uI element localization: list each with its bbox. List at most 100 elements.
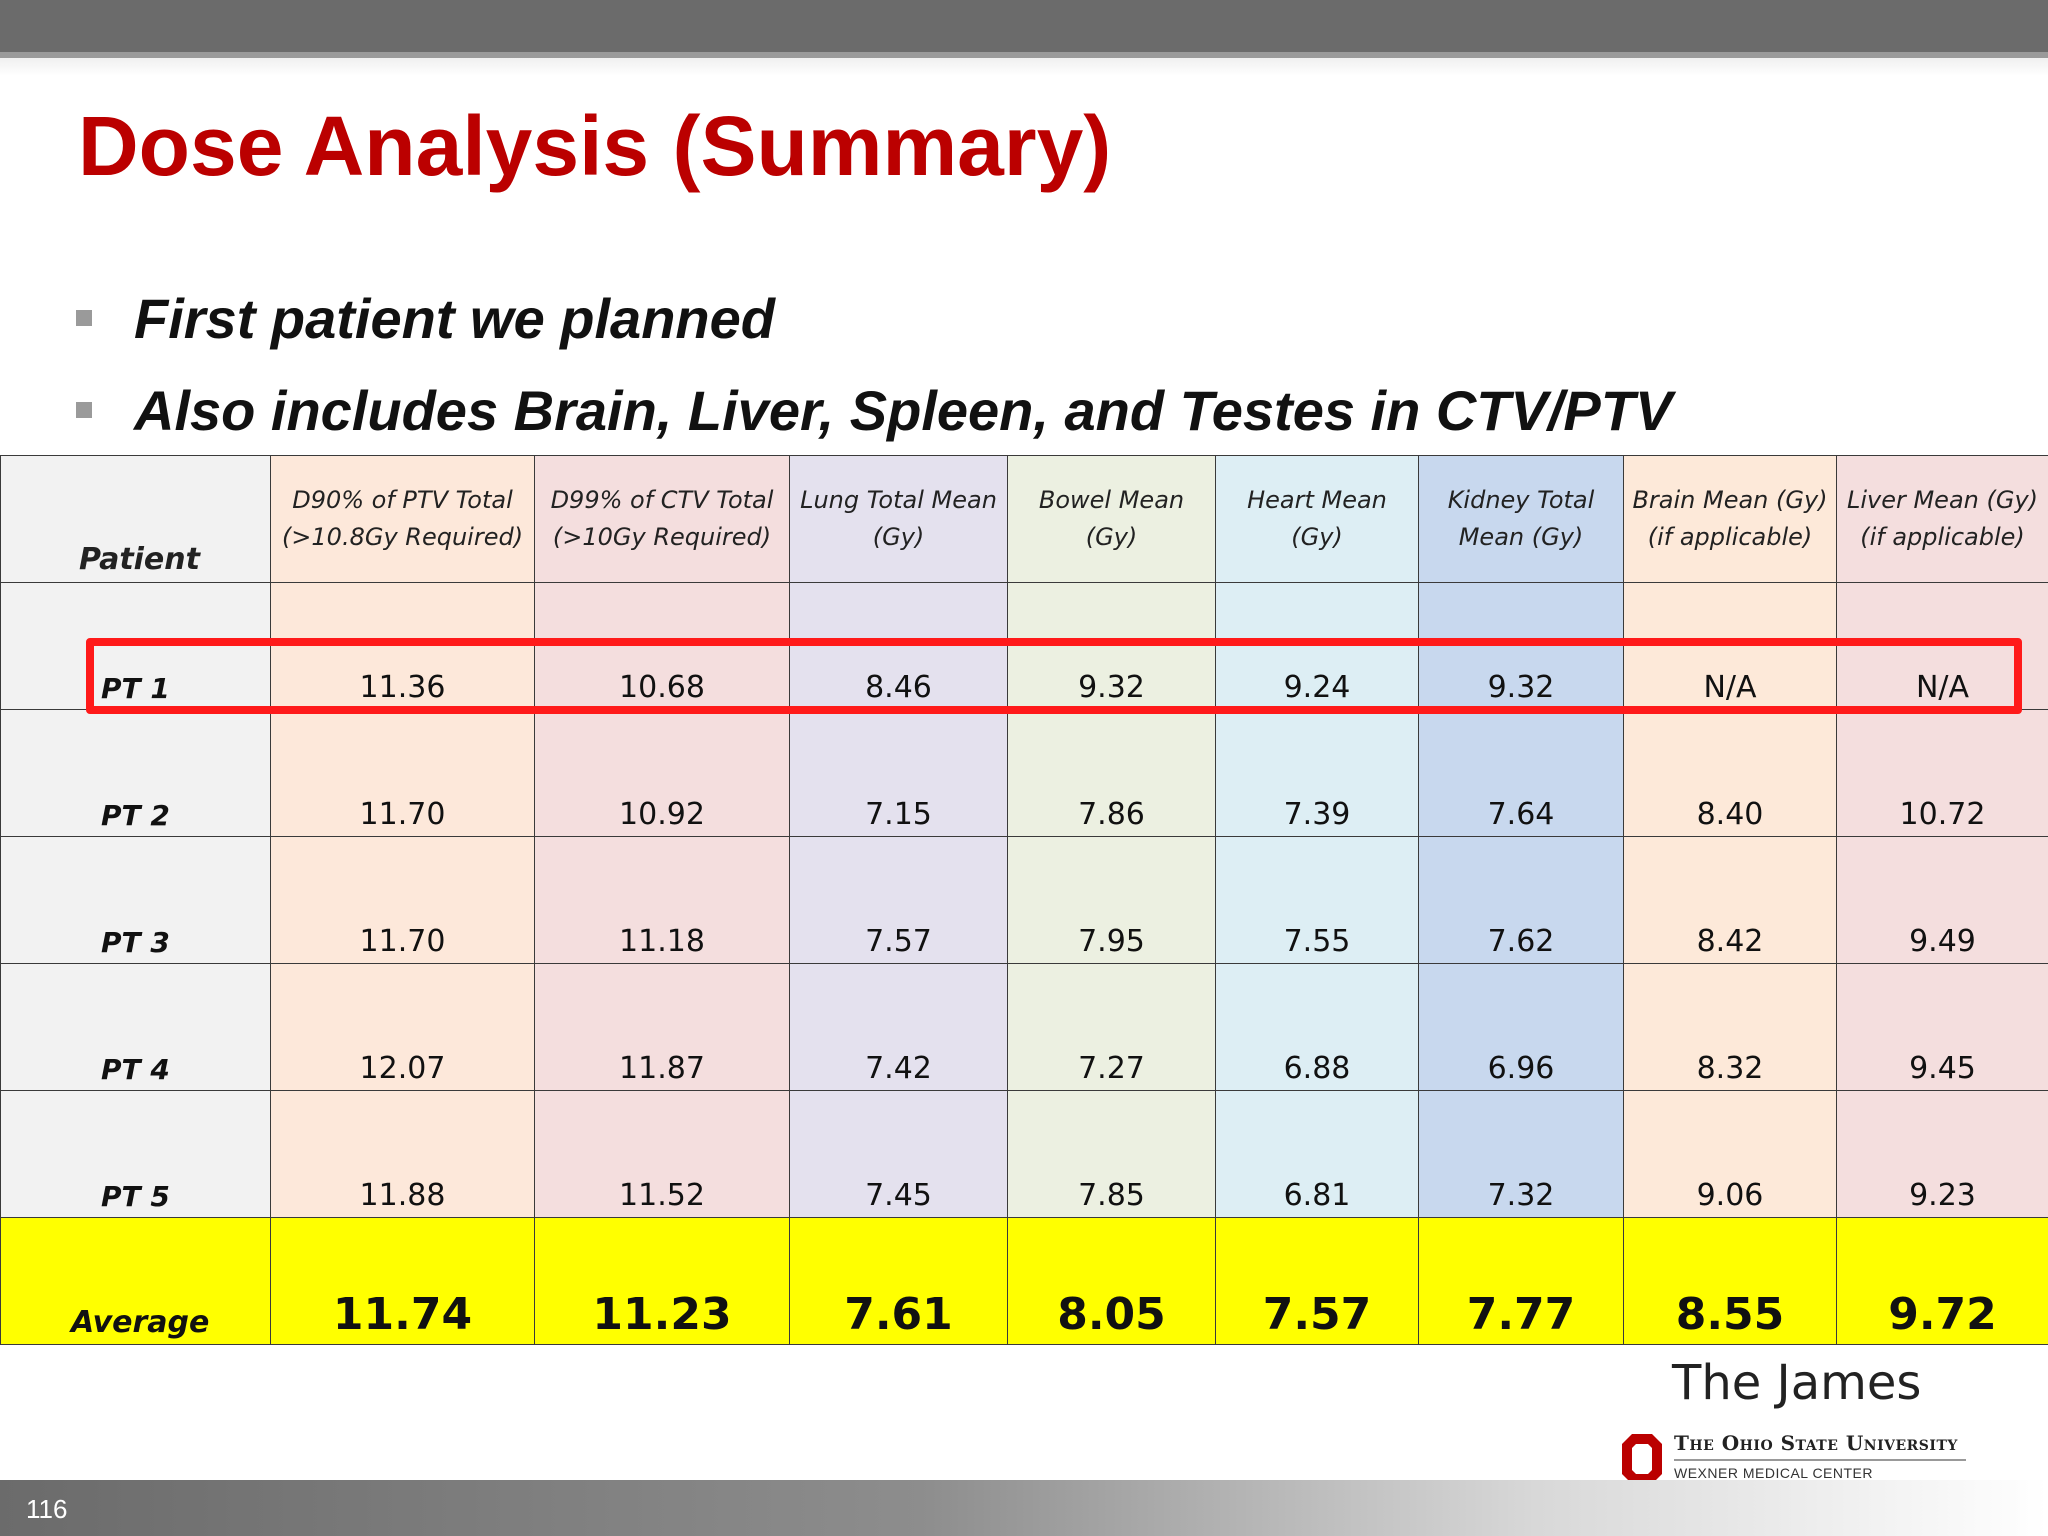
bullet-item: Also includes Brain, Liver, Spleen, and … [70,364,1672,456]
header-patient: Patient [0,455,271,583]
table-cell: 7.39 [1215,709,1419,837]
table-cell: 6.88 [1215,963,1419,1091]
table-cell: N/A [1623,582,1837,710]
table-cell: 7.55 [1215,836,1419,964]
patient-cell: PT 3 [0,836,271,964]
header-line: (Gy) [1085,523,1138,551]
table-row: PT 2 11.70 10.92 7.15 7.86 7.39 7.64 8.4… [0,709,2048,837]
table-cell: 7.27 [1007,963,1216,1091]
table-cell: 9.06 [1623,1090,1837,1218]
table-cell: 7.95 [1007,836,1216,964]
pt1-highlight-box [86,638,2022,714]
table-cell: 11.87 [534,963,790,1091]
patient-cell: PT 4 [0,963,271,1091]
table-cell: 7.86 [1007,709,1216,837]
table-row: PT 1 11.36 10.68 8.46 9.32 9.24 9.32 N/A… [0,582,2048,710]
header-line: Bowel Mean [1038,486,1185,514]
table-cell: 10.72 [1836,709,2048,837]
header-lung: Lung Total Mean (Gy) [789,455,1008,583]
header-line: (if applicable) [1860,523,2025,551]
header-line: D99% of CTV Total [550,486,774,514]
table-cell: 7.57 [789,836,1008,964]
header-line: (Gy) [872,523,925,551]
header-line: Heart Mean [1247,486,1387,514]
bullet-square-icon [76,402,92,418]
header-heart: Heart Mean (Gy) [1215,455,1419,583]
table-cell: 9.24 [1215,582,1419,710]
average-label: Average [0,1217,271,1345]
table-cell: 6.96 [1418,963,1624,1091]
top-bar-shadow [0,58,2048,76]
header-line: Brain Mean (Gy) [1632,486,1828,514]
header-line: D90% of PTV Total [292,486,513,514]
block-o-logo-icon [1622,1434,1662,1484]
logo: The James The Ohio State University WEXN… [1600,1345,2020,1485]
patient-cell: PT 1 [0,582,271,710]
header-bowel: Bowel Mean (Gy) [1007,455,1216,583]
header-line: Mean (Gy) [1458,523,1584,551]
table-cell: 7.42 [789,963,1008,1091]
table-cell: 7.62 [1418,836,1624,964]
bullet-list: First patient we planned Also includes B… [70,272,1672,456]
average-cell: 11.23 [534,1217,790,1345]
top-bar [0,0,2048,52]
header-d90-ptv: D90% of PTV Total (>10.8Gy Required) [270,455,535,583]
table-cell: 7.64 [1418,709,1624,837]
table-cell: 11.70 [270,836,535,964]
table-header-row: Patient D90% of PTV Total (>10.8Gy Requir… [0,455,2048,583]
header-brain: Brain Mean (Gy) (if applicable) [1623,455,1837,583]
table-cell: N/A [1836,582,2048,710]
header-line: Kidney Total [1447,486,1595,514]
header-kidney: Kidney Total Mean (Gy) [1418,455,1624,583]
average-cell: 8.05 [1007,1217,1216,1345]
table-cell: 11.36 [270,582,535,710]
page-number: 116 [26,1494,68,1524]
bullet-text: First patient we planned [134,286,775,350]
bullet-item: First patient we planned [70,272,1672,364]
table-row: PT 5 11.88 11.52 7.45 7.85 6.81 7.32 9.0… [0,1090,2048,1218]
table-cell: 9.23 [1836,1090,2048,1218]
bullet-square-icon [76,310,92,326]
table-cell: 11.70 [270,709,535,837]
average-row: Average 11.74 11.23 7.61 8.05 7.57 7.77 … [0,1217,2048,1345]
logo-center: WEXNER MEDICAL CENTER [1674,1465,1874,1481]
header-d99-ctv: D99% of CTV Total (>10Gy Required) [534,455,790,583]
top-bar-divider [0,52,2048,58]
header-line: (Gy) [1291,523,1343,551]
header-line: Lung Total Mean [800,486,997,514]
table-cell: 11.88 [270,1090,535,1218]
table-cell: 8.40 [1623,709,1837,837]
slide-title: Dose Analysis (Summary) [78,99,1112,193]
table-cell: 9.32 [1007,582,1216,710]
table-cell: 9.49 [1836,836,2048,964]
table-cell: 7.85 [1007,1090,1216,1218]
table-cell: 9.32 [1418,582,1624,710]
table-row: PT 3 11.70 11.18 7.57 7.95 7.55 7.62 8.4… [0,836,2048,964]
patient-cell: PT 2 [0,709,271,837]
average-cell: 7.61 [789,1217,1008,1345]
table-cell: 7.45 [789,1090,1008,1218]
patient-cell: PT 5 [0,1090,271,1218]
average-cell: 8.55 [1623,1217,1837,1345]
header-line: (>10Gy Required) [552,523,772,551]
average-cell: 7.77 [1418,1217,1624,1345]
logo-university: The Ohio State University [1674,1431,1958,1455]
logo-title: The James [1672,1355,1922,1411]
header-line: (>10.8Gy Required) [281,523,524,551]
table-cell: 9.45 [1836,963,2048,1091]
logo-divider [1674,1459,1966,1461]
table-cell: 10.68 [534,582,790,710]
header-line: (if applicable) [1647,523,1813,551]
table-cell: 12.07 [270,963,535,1091]
table-cell: 11.52 [534,1090,790,1218]
average-cell: 11.74 [270,1217,535,1345]
table-cell: 6.81 [1215,1090,1419,1218]
average-cell: 7.57 [1215,1217,1419,1345]
table-cell: 8.32 [1623,963,1837,1091]
table-cell: 7.32 [1418,1090,1624,1218]
table-cell: 10.92 [534,709,790,837]
bottom-bar [0,1480,2048,1536]
header-liver: Liver Mean (Gy) (if applicable) [1836,455,2048,583]
bullet-text: Also includes Brain, Liver, Spleen, and … [134,378,1673,442]
header-line: Liver Mean (Gy) [1846,486,2039,514]
